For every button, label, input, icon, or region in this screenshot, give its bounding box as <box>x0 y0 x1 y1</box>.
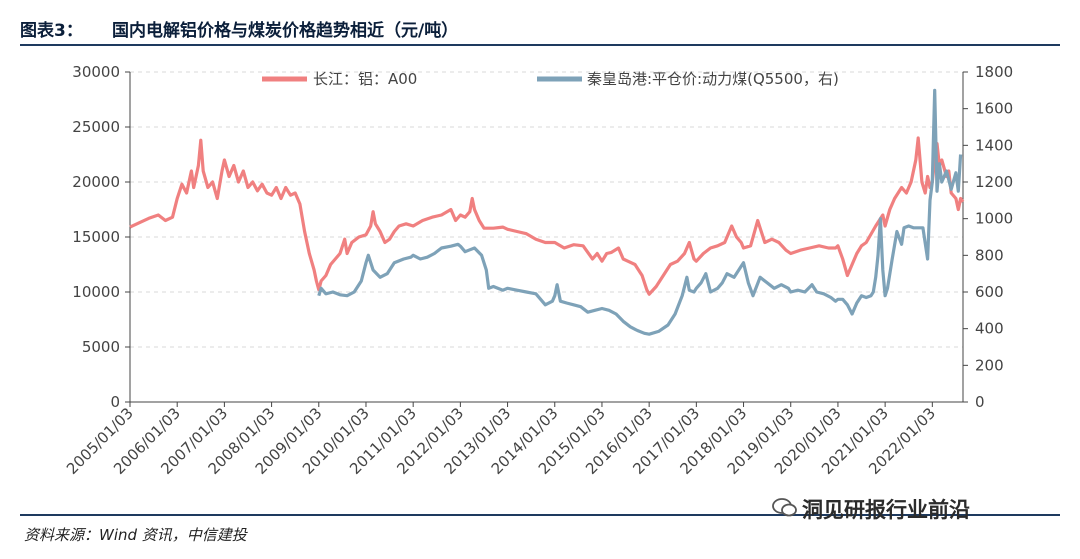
legend-label-coal: 秦皇岛港:平仓价:动力煤(Q5500，右) <box>587 70 839 88</box>
y-left-tick-20000: 20000 <box>72 173 120 191</box>
y-right-tick-600: 600 <box>975 283 1004 301</box>
y-left-tick-30000: 30000 <box>72 63 120 81</box>
series-line-aluminum <box>129 136 965 296</box>
header-rule <box>20 44 1060 46</box>
y-axis-right-labels: 0 200 400 600 800 1000 1200 1400 1600 1800 <box>975 63 1013 411</box>
y-right-tick-200: 200 <box>975 356 1004 374</box>
y-right-tick-1200: 1200 <box>975 173 1013 191</box>
series-line-coal <box>317 88 963 336</box>
y-left-tick-10000: 10000 <box>72 283 120 301</box>
watermark: 洞见研报行业前沿 <box>802 498 970 522</box>
x-axis-labels: 2005/01/032006/01/032007/01/032008/01/03… <box>63 404 939 478</box>
y-right-tick-400: 400 <box>975 320 1004 338</box>
wechat-icon <box>772 498 797 517</box>
axes <box>125 71 968 407</box>
source-note: 资料来源：Wind 资讯，中信建投 <box>24 526 247 544</box>
y-right-tick-1600: 1600 <box>975 100 1013 118</box>
y-right-tick-1400: 1400 <box>975 136 1013 154</box>
figure-title: 国内电解铝价格与煤炭价格趋势相近（元/吨） <box>112 21 459 41</box>
figure-header: 图表3： 国内电解铝价格与煤炭价格趋势相近（元/吨） <box>20 10 1060 46</box>
y-left-tick-25000: 25000 <box>72 118 120 136</box>
legend: 长江：铝：A00 秦皇岛港:平仓价:动力煤(Q5500，右) <box>262 70 839 88</box>
y-left-tick-0: 0 <box>110 393 120 411</box>
y-right-tick-0: 0 <box>975 393 985 411</box>
footer-rule <box>20 514 1060 516</box>
series-lines <box>129 88 965 336</box>
legend-label-aluminum: 长江：铝：A00 <box>313 70 417 88</box>
y-axis-left-labels: 0 5000 10000 15000 20000 25000 30000 <box>72 63 120 411</box>
y-right-tick-1800: 1800 <box>975 63 1013 81</box>
y-left-tick-5000: 5000 <box>82 338 120 356</box>
y-right-tick-1000: 1000 <box>975 210 1013 228</box>
y-right-tick-800: 800 <box>975 246 1004 264</box>
gridlines <box>130 71 963 348</box>
figure-number: 图表3： <box>20 21 83 41</box>
y-left-tick-15000: 15000 <box>72 228 120 246</box>
